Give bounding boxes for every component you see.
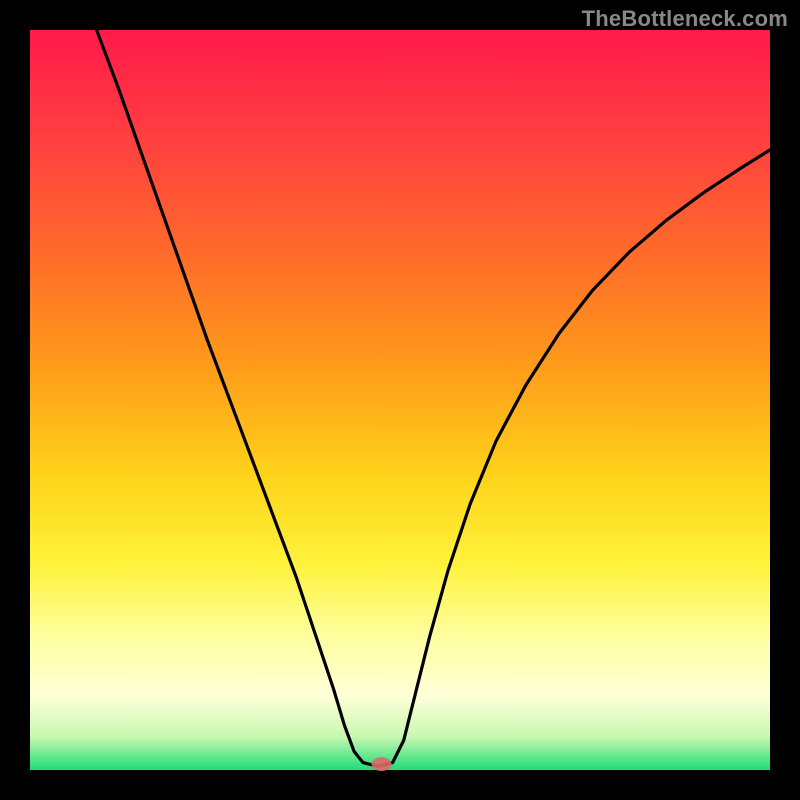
optimum-marker bbox=[372, 757, 392, 771]
watermark-text: TheBottleneck.com bbox=[582, 6, 788, 32]
bottleneck-chart bbox=[0, 0, 800, 800]
chart-container: TheBottleneck.com bbox=[0, 0, 800, 800]
gradient-plot-area bbox=[30, 30, 770, 770]
